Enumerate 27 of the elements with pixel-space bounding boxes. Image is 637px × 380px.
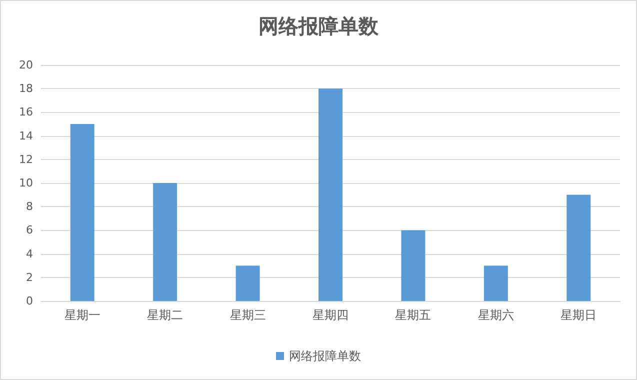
bar (401, 230, 426, 301)
y-tick-label: 6 (26, 224, 33, 237)
y-tick-label: 0 (26, 294, 33, 308)
y-tick-label: 8 (26, 200, 33, 214)
x-tick-label: 星期日 (560, 308, 597, 322)
x-tick-label: 星期三 (230, 308, 266, 322)
x-tick-label: 星期五 (395, 308, 432, 322)
chart-title: 网络报障单数 (258, 14, 380, 38)
y-tick-label: 4 (26, 247, 33, 260)
bar (566, 194, 591, 301)
bar (70, 124, 94, 301)
bar (318, 88, 342, 301)
y-tick-label: 16 (19, 106, 33, 119)
x-tick-label: 星期一 (64, 308, 100, 322)
y-tick-label: 2 (26, 270, 33, 284)
y-tick-label: 20 (19, 58, 33, 72)
x-tick-label: 星期六 (478, 308, 514, 322)
bar (236, 266, 260, 301)
legend-label: 网络报障单数 (289, 349, 361, 363)
x-tick-label: 星期二 (147, 308, 184, 322)
y-tick-label: 18 (19, 82, 33, 96)
y-tick-label: 10 (19, 176, 33, 190)
x-tick-label: 星期四 (312, 308, 348, 322)
y-tick-label: 14 (19, 129, 33, 142)
bar (484, 266, 508, 301)
y-tick-label: 12 (19, 152, 33, 166)
bar (153, 183, 178, 301)
